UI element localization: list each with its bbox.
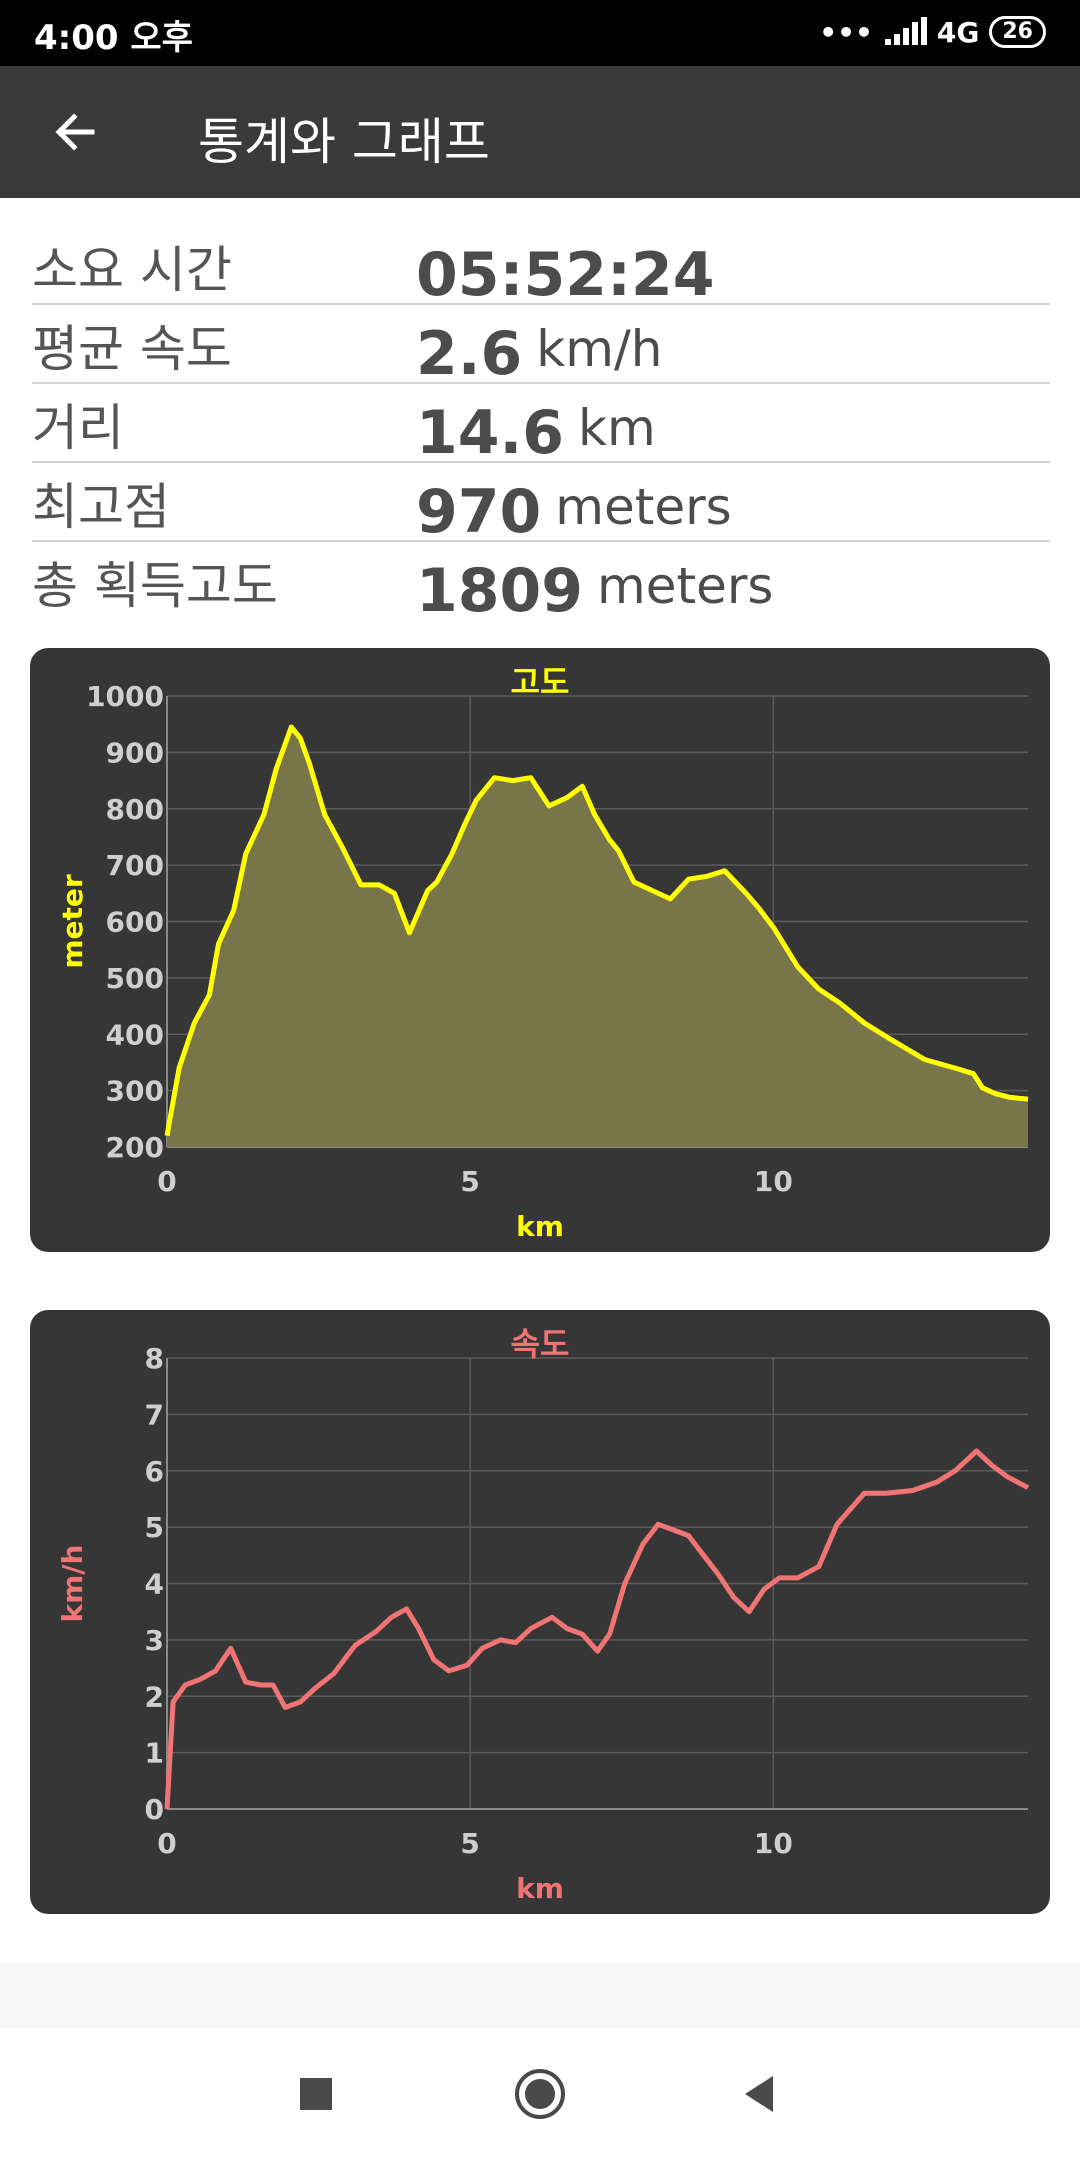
- stat-label: 최고점: [32, 478, 170, 536]
- series-line: [164, 1448, 1030, 1810]
- circle-icon: [515, 2069, 565, 2119]
- x-tick-label: 0: [157, 1827, 176, 1860]
- y-tick-label: 6: [145, 1455, 164, 1488]
- y-tick-label: 2: [145, 1680, 164, 1713]
- x-axis-label: km: [516, 1210, 564, 1243]
- x-axis-label: km: [516, 1872, 564, 1905]
- y-tick-label: 500: [106, 962, 164, 995]
- back-nav-button[interactable]: [723, 2058, 795, 2130]
- stat-label: 총 획득고도: [32, 557, 278, 615]
- stat-unit: km: [578, 399, 656, 457]
- duration-value: 05:52:24: [416, 240, 715, 310]
- stat-row-duration: 소요 시간 05:52:24: [32, 224, 1050, 310]
- speed-chart: 0 1 2 3 4 5 6 7 8 0 5 10 속도 km km/h: [56, 1325, 1030, 1905]
- battery-icon: 26: [989, 16, 1046, 48]
- chart-title: 고도: [511, 663, 570, 701]
- x-tick-label: 10: [754, 1165, 793, 1198]
- stat-unit: km/h: [536, 320, 663, 378]
- stat-unit: meters: [597, 557, 774, 615]
- y-tick-label: 3: [145, 1624, 164, 1657]
- stat-value: 14.6 km: [416, 398, 656, 468]
- status-icons: ••• 4G 26: [819, 12, 1046, 52]
- x-tick-label: 0: [157, 1165, 176, 1198]
- stat-row-distance: 거리 14.6 km: [32, 382, 1050, 468]
- series-line: [164, 724, 1029, 1137]
- y-tick-label: 600: [106, 906, 164, 939]
- stat-value: 1809 meters: [416, 556, 773, 626]
- recent-apps-button[interactable]: [280, 2058, 352, 2130]
- total-ascent-value: 1809: [416, 556, 583, 626]
- stat-value: 2.6 km/h: [416, 319, 663, 389]
- y-tick-label: 1000: [86, 680, 164, 713]
- x-tick-label: 5: [460, 1827, 479, 1860]
- stats-content: 소요 시간 05:52:24 평균 속도 2.6 km/h 거리 14.6 km 최…: [0, 198, 1080, 1963]
- page-title: 통계와 그래프: [198, 113, 490, 171]
- y-tick-label: 700: [106, 849, 164, 882]
- chart-title: 속도: [511, 1325, 570, 1363]
- y-tick-label: 400: [106, 1018, 164, 1051]
- y-tick-label: 8: [145, 1342, 164, 1375]
- elevation-chart-card: 200 300 400 500 600 700 800 900 1000 0 5 10 고도 km mete…: [30, 648, 1050, 1252]
- stat-row-total-ascent: 총 획득고도 1809 meters: [32, 540, 1050, 626]
- series-area: [167, 727, 1028, 1147]
- home-button[interactable]: [504, 2058, 576, 2130]
- avg-speed-value: 2.6: [416, 319, 523, 389]
- max-elevation-value: 970: [416, 477, 542, 547]
- stat-value: 970 meters: [416, 477, 732, 547]
- y-tick-label: 5: [145, 1511, 164, 1544]
- elevation-chart: 200 300 400 500 600 700 800 900 1000 0 5 10 고도 km mete…: [56, 663, 1029, 1243]
- y-tick-label: 900: [106, 736, 164, 769]
- square-icon: [300, 2078, 332, 2110]
- y-tick-label: 800: [106, 793, 164, 826]
- y-tick-label: 300: [106, 1075, 164, 1108]
- app-bar: 통계와 그래프: [0, 66, 1080, 198]
- stat-label: 거리: [32, 399, 124, 457]
- y-axis-label: meter: [56, 874, 89, 969]
- speed-chart-card: 0 1 2 3 4 5 6 7 8 0 5 10 속도 km km/h: [30, 1310, 1050, 1914]
- stat-row-max-elevation: 최고점 970 meters: [32, 461, 1050, 547]
- signal-icon: [884, 17, 927, 45]
- stat-row-avg-speed: 평균 속도 2.6 km/h: [32, 303, 1050, 389]
- network-type: 4G: [936, 15, 980, 49]
- y-tick-label: 200: [106, 1131, 164, 1164]
- y-tick-label: 7: [145, 1398, 164, 1431]
- status-bar: 4:00 오후 ••• 4G 26: [0, 0, 1080, 66]
- y-axis-label: km/h: [56, 1545, 89, 1623]
- stat-value: 05:52:24: [416, 240, 714, 310]
- x-tick-label: 10: [754, 1827, 793, 1860]
- battery-level: 26: [1002, 19, 1033, 44]
- arrow-back-icon: [55, 113, 95, 151]
- nav-bar: [0, 2028, 1080, 2160]
- distance-value: 14.6: [416, 398, 565, 468]
- stat-unit: meters: [555, 478, 732, 536]
- more-icon: •••: [819, 15, 873, 49]
- y-tick-label: 1: [145, 1737, 164, 1770]
- status-time: 4:00 오후: [34, 18, 193, 58]
- stat-label: 소요 시간: [32, 241, 232, 299]
- x-tick-label: 5: [460, 1165, 479, 1198]
- triangle-back-icon: [745, 2076, 773, 2112]
- y-tick-label: 4: [145, 1568, 164, 1601]
- y-tick-label: 0: [145, 1793, 164, 1826]
- back-button[interactable]: [40, 96, 112, 168]
- stat-label: 평균 속도: [32, 320, 232, 378]
